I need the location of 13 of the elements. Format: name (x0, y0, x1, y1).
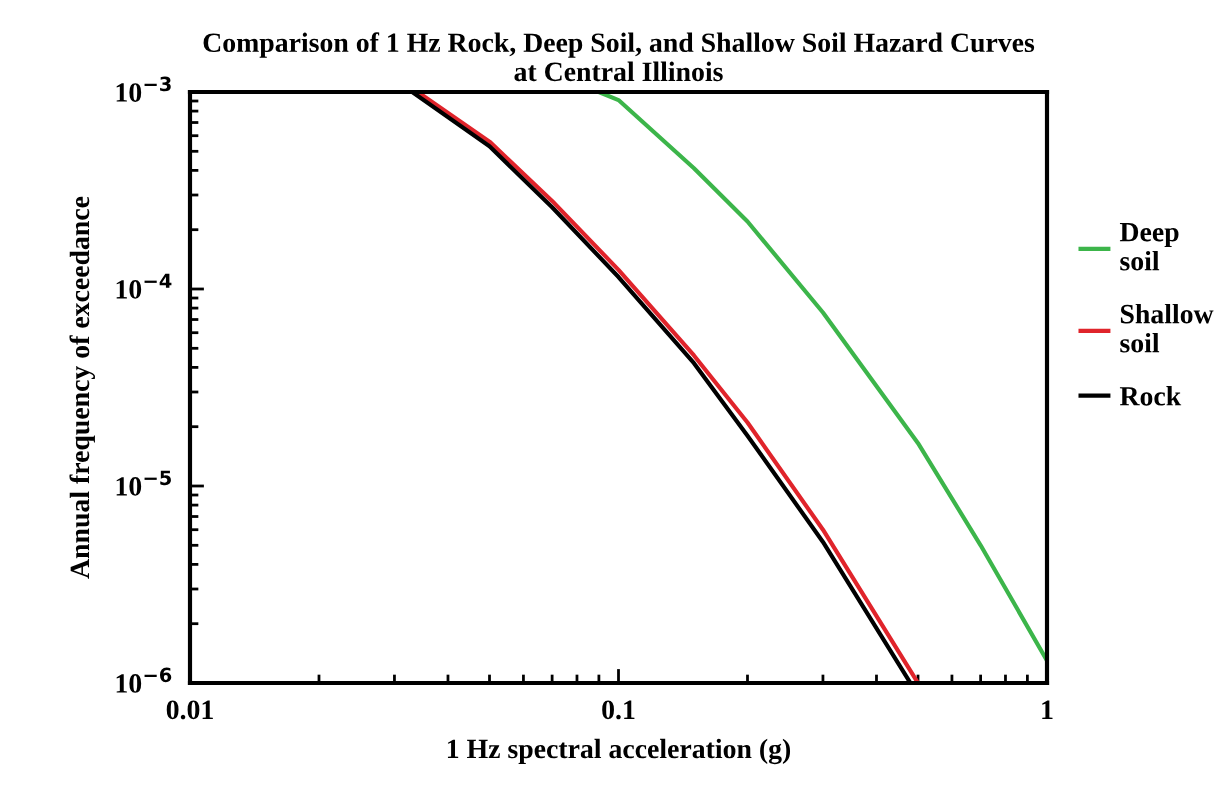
legend-label: Deep soil (1119, 222, 1179, 271)
x-axis-title: 1 Hz spectral acceleration (g) (447, 738, 791, 765)
y-tick-label: 10$^{−4}$ (116, 273, 172, 299)
x-tick-label: 0.01 (166, 700, 213, 720)
chart-title: Comparison of 1 Hz Rock, Deep Soil, and Shallow Soil Hazard Curves at Central Illinois (203, 32, 1035, 82)
y-tick-label: 10$^{−3}$ (116, 76, 171, 102)
legend-label: Shallow soil (1120, 303, 1214, 353)
x-tick-label: 0.1 (602, 700, 635, 720)
y-axis-title: Annual frequency of exceedance (69, 196, 95, 579)
y-tick-label: 10$^{−6}$ (116, 667, 172, 693)
y-tick-label: 10$^{−5}$ (116, 470, 171, 496)
legend-label: Rock (1119, 386, 1182, 406)
x-tick-label: 1 (1042, 700, 1053, 719)
